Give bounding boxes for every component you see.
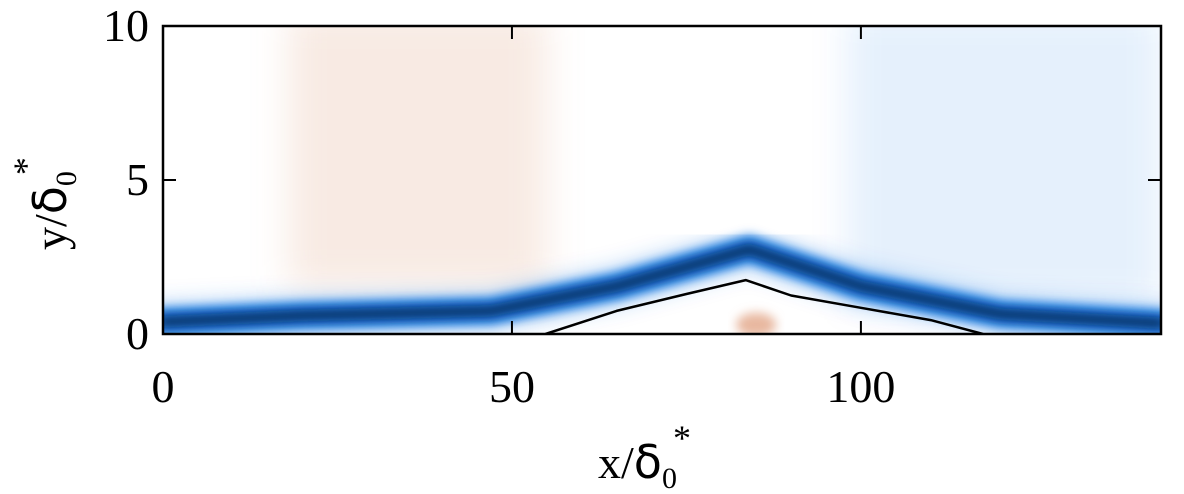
x-axis-label-sup: * xyxy=(673,418,691,458)
x-tick-label: 50 xyxy=(489,361,535,412)
x-tick-label: 100 xyxy=(826,361,895,412)
y-axis-ticks: 0 5 10 xyxy=(103,0,1161,359)
heatmap-field xyxy=(163,26,1161,334)
svg-text:x/δ0*: x/δ0 * xyxy=(598,418,691,494)
y-tick-label: 0 xyxy=(126,308,149,359)
y-axis-label-sup: * xyxy=(6,157,46,175)
y-axis-label-base: y/ xyxy=(25,214,76,250)
y-axis-label-sub: 0 xyxy=(50,171,83,186)
y-axis-label-greek: δ xyxy=(23,186,77,214)
positive-patch xyxy=(736,312,777,334)
shear-layer-band xyxy=(163,226,1161,334)
y-tick-label: 5 xyxy=(126,154,149,205)
x-axis-label-base: x/ xyxy=(598,437,634,488)
x-axis-ticks: 0 50 100 xyxy=(152,26,895,412)
positive-region xyxy=(288,26,547,288)
background-tint xyxy=(288,26,1161,304)
shear-layer-stroke-4 xyxy=(163,246,1161,327)
x-axis-label-sub: 0 xyxy=(662,462,677,494)
x-axis-label-greek: δ xyxy=(634,435,662,489)
y-tick-label: 10 xyxy=(103,0,149,51)
contour-line xyxy=(545,278,984,334)
x-axis-label: x/δ0 * xyxy=(598,418,691,494)
near-wall-positive-patch xyxy=(736,312,777,334)
contour-line-path xyxy=(545,278,984,334)
x-tick-label: 0 xyxy=(152,361,175,412)
svg-text:y/δ0*: y/δ0 * xyxy=(6,157,83,250)
negative-region xyxy=(846,26,1161,304)
y-axis-label: y/δ0 * xyxy=(6,157,83,250)
